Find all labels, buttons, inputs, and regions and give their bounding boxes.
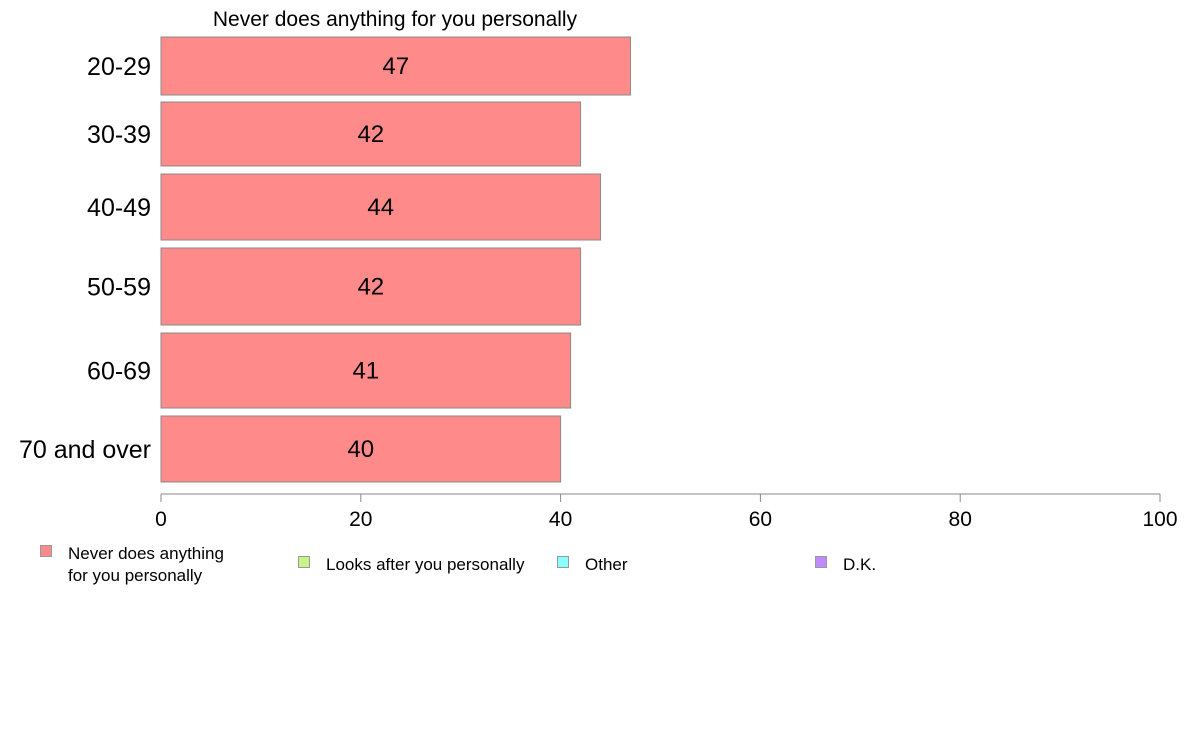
- bar-40-49: [160, 173, 602, 241]
- bar-value-label: 40: [347, 436, 374, 463]
- x-tick-label: 100: [1142, 508, 1177, 531]
- legend-label-never: Never does anything for you personally: [68, 544, 224, 585]
- bar-70-and-over: [160, 415, 562, 483]
- category-label: 60-69: [87, 358, 151, 386]
- category-label: 40-49: [87, 194, 151, 222]
- legend-label-dk: D.K.: [843, 555, 877, 574]
- legend-item-dk: D.K.: [815, 554, 876, 576]
- legend-swatch-dk: [815, 556, 827, 568]
- legend-item-never: Never does anything for you personally: [40, 543, 224, 587]
- legend-item-other: Other: [557, 554, 628, 576]
- legend-label-looks-after: Looks after you personally: [326, 555, 525, 574]
- chart-title: Never does anything for you personally: [213, 8, 578, 31]
- x-tick-label: 40: [549, 508, 572, 531]
- category-label: 70 and over: [19, 436, 151, 464]
- legend-swatch-looks-after: [298, 556, 310, 568]
- x-tick-label: 80: [949, 508, 972, 531]
- x-tick-label: 0: [155, 508, 167, 531]
- x-tick-label: 20: [349, 508, 372, 531]
- bar-value-label: 42: [357, 121, 384, 148]
- bar-50-59: [160, 247, 582, 326]
- x-axis: 0 20 40 60 80 100: [155, 493, 1178, 531]
- legend-label-other: Other: [585, 555, 628, 574]
- legend-swatch-never: [40, 545, 52, 557]
- bar-value-label: 44: [367, 194, 394, 221]
- category-label: 50-59: [87, 274, 151, 302]
- bar-20-29: [160, 36, 632, 96]
- bars-group: 47 20-29 42 30-39 44 40-49 42 50-59 41 60-69 40 70 …: [19, 36, 632, 483]
- bar-30-39: [160, 101, 582, 167]
- bar-60-69: [160, 332, 572, 409]
- x-tick-label: 60: [749, 508, 772, 531]
- bar-value-label: 41: [352, 358, 379, 385]
- legend: Never does anything for you personally L…: [0, 543, 1188, 593]
- category-label: 30-39: [87, 121, 151, 149]
- bar-chart: Never does anything for you personally 4…: [19, 8, 1178, 531]
- legend-swatch-other: [557, 556, 569, 568]
- bar-value-label: 42: [357, 274, 384, 301]
- bar-value-label: 47: [382, 53, 409, 80]
- legend-item-looks-after: Looks after you personally: [298, 554, 524, 576]
- category-label: 20-29: [87, 53, 151, 81]
